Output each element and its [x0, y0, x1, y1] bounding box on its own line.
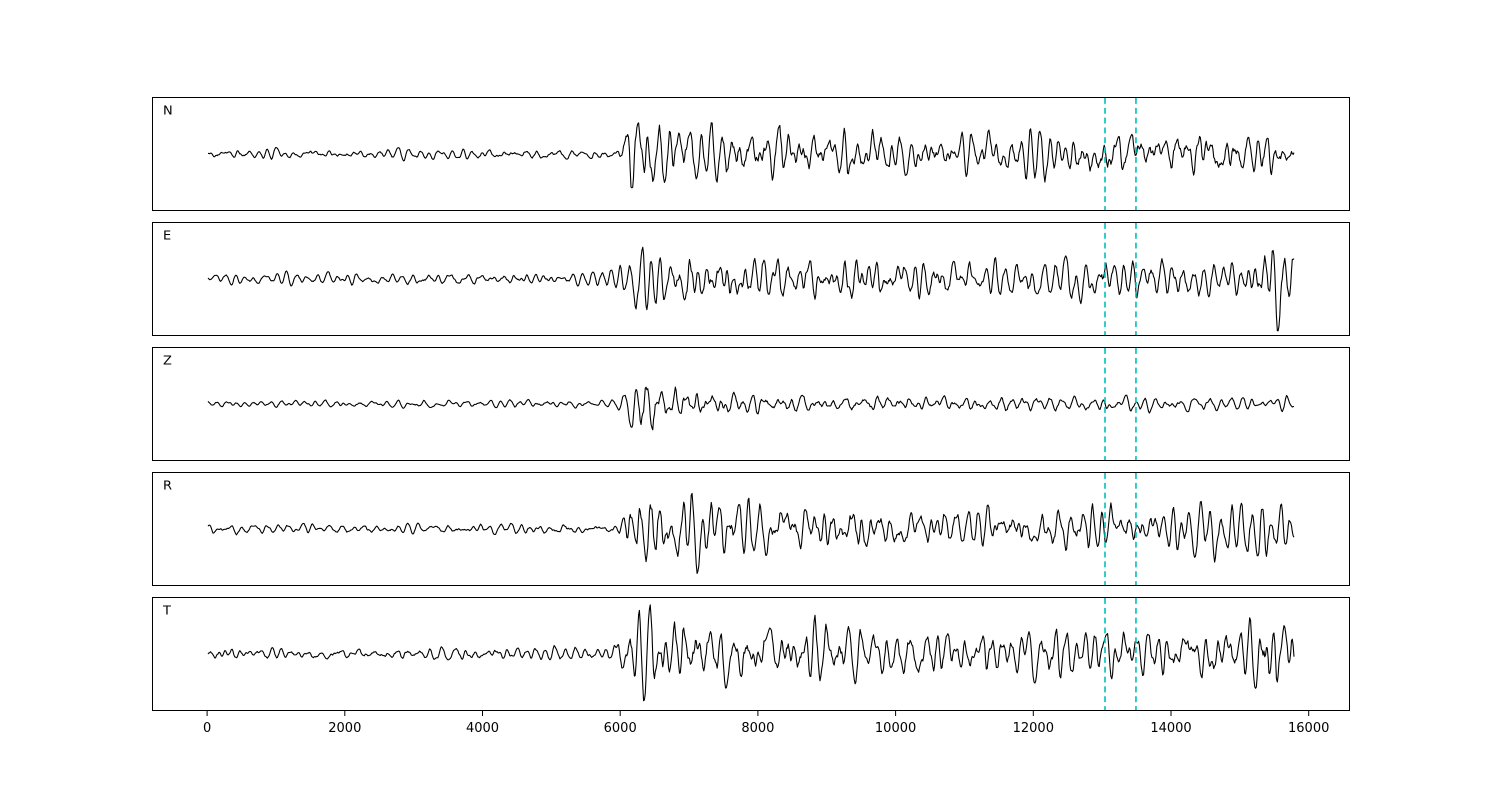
waveform-panel: E [152, 222, 1350, 336]
panel-label: Z [163, 354, 172, 369]
x-tick-label: 8000 [741, 721, 774, 736]
waveform-trace [207, 604, 1295, 702]
x-tick-label: 10000 [875, 721, 916, 736]
x-tick-label: 16000 [1288, 721, 1329, 736]
waveform-trace [207, 246, 1295, 332]
x-tick-label: 14000 [1150, 721, 1191, 736]
x-tick-label: 2000 [328, 721, 361, 736]
waveform-trace [207, 386, 1295, 431]
panel-label: R [163, 479, 172, 494]
waveform-panel: T [152, 597, 1350, 711]
x-tick-label: 12000 [1013, 721, 1054, 736]
x-tick-label: 4000 [466, 721, 499, 736]
waveform-trace [208, 122, 1295, 189]
waveform-panel: N [152, 97, 1350, 211]
panel-label: T [162, 604, 171, 619]
panel-label: N [163, 104, 173, 119]
waveform-panel: Z [152, 347, 1350, 461]
panel-label: E [163, 229, 171, 244]
x-tick-label: 0 [203, 721, 211, 736]
x-axis: 0 2000 4000 6000 8000 10000 12000 14000 16000 [152, 711, 1350, 743]
waveform-panel: R [152, 472, 1350, 586]
x-tick-label: 6000 [604, 721, 637, 736]
waveform-trace [207, 492, 1295, 574]
